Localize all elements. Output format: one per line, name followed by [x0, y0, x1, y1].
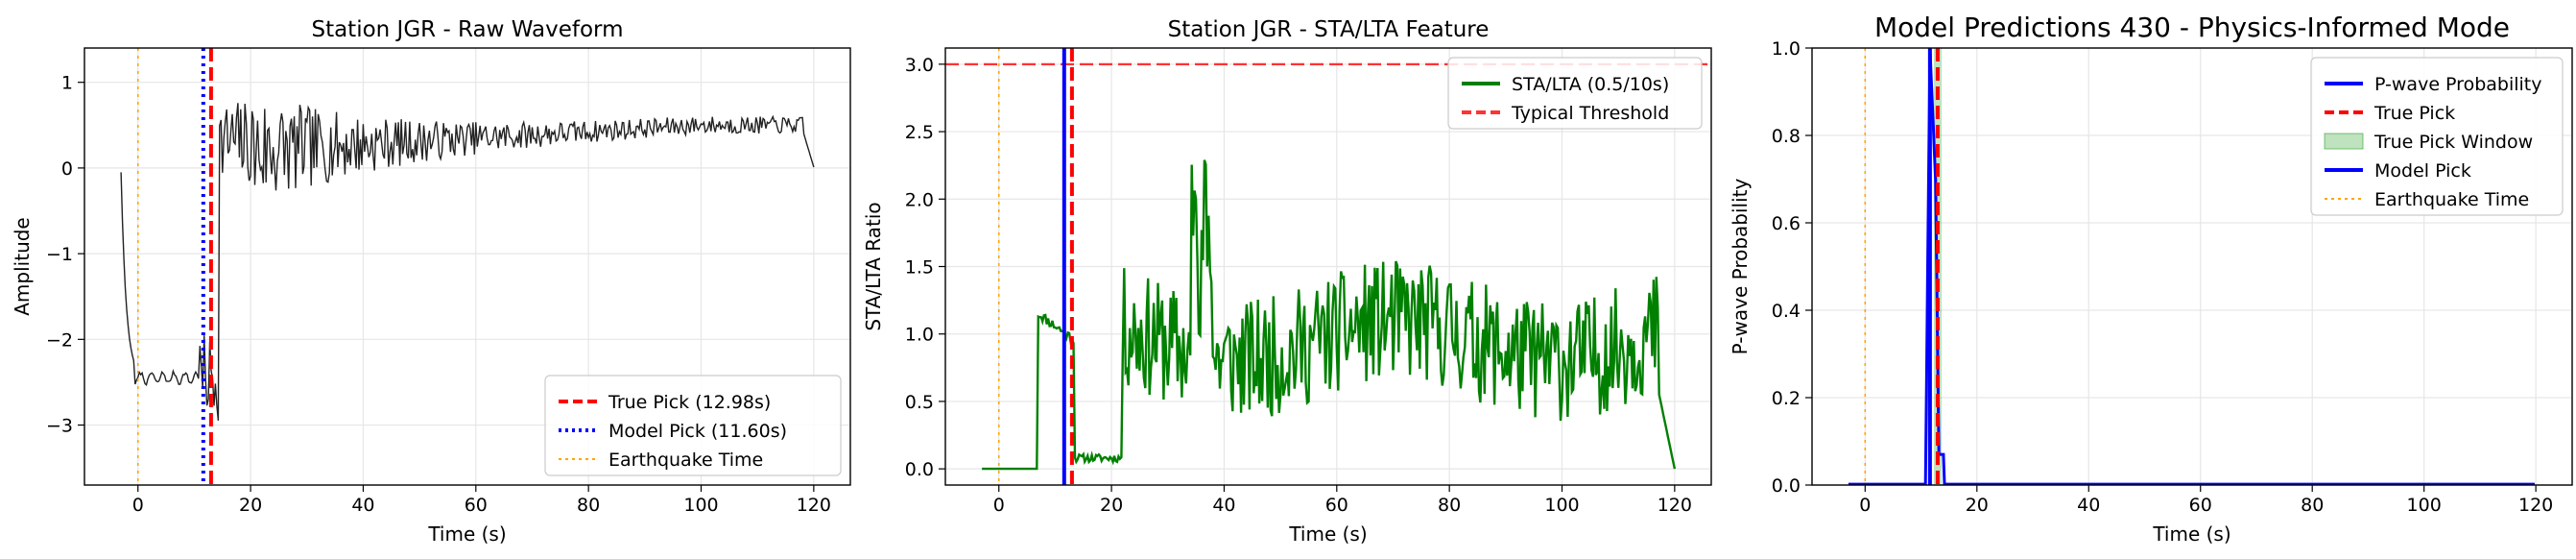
legend-box	[2310, 57, 2564, 216]
y-tick-label: 1	[61, 73, 73, 94]
legend: P-wave Probability True Pick True Pick Win…	[2310, 57, 2564, 216]
legend-label: P-wave Probability	[2374, 74, 2542, 95]
y-axis-label: STA/LTA Ratio	[862, 202, 885, 330]
legend-label: Earthquake Time	[608, 450, 763, 471]
y-tick-label: −2	[46, 329, 73, 351]
y-axis-label: P-wave Probability	[1729, 179, 1752, 355]
legend-box	[1447, 57, 1703, 130]
x-tick-label: 60	[1325, 495, 1348, 516]
chart-panel-1: 0 20 40 60 80 100 120 −3 −2 −1 0 1 Station JGR - Raw…	[11, 17, 851, 546]
y-tick-label: 1.0	[905, 325, 934, 346]
x-tick-label: 120	[2518, 495, 2553, 516]
chart-panel-2: 0 20 40 60 80 100 120 0.0 0.5 1.0 1.5 2.0 2.5 3.0 Stat…	[862, 17, 1712, 546]
y-tick-label: 1.0	[1772, 38, 1801, 60]
x-tick-label: 120	[1658, 495, 1692, 516]
chart-title: Station JGR - Raw Waveform	[311, 17, 623, 42]
legend-label: Model Pick	[2374, 160, 2471, 182]
y-tick-label: 0.4	[1772, 301, 1801, 322]
x-tick-label: 40	[2077, 495, 2100, 516]
plot-data	[120, 48, 815, 485]
x-axis-label: Time (s)	[1288, 523, 1367, 546]
y-tick-label: 0.8	[1772, 126, 1801, 147]
x-tick-label: 80	[577, 495, 600, 516]
x-tick-label: 20	[239, 495, 262, 516]
y-tick-label: −1	[46, 244, 73, 265]
y-tick-label: −3	[46, 416, 73, 437]
x-tick-label: 80	[1438, 495, 1461, 516]
series-line-stalta	[982, 159, 1677, 471]
plot-data	[1848, 48, 2535, 485]
legend-label: True Pick (12.98s)	[608, 392, 771, 413]
x-tick-label: 0	[1859, 495, 1871, 516]
x-axis-label: Time (s)	[427, 523, 506, 546]
y-tick-label: 0.0	[905, 459, 934, 480]
x-tick-label: 20	[1100, 495, 1123, 516]
legend: True Pick (12.98s) Model Pick (11.60s) Ear…	[544, 375, 842, 476]
legend-label: Model Pick (11.60s)	[608, 421, 787, 442]
legend-swatch	[2324, 133, 2364, 150]
x-tick-label: 100	[683, 495, 718, 516]
x-tick-label: 20	[1966, 495, 1989, 516]
legend-box	[544, 375, 842, 476]
y-tick-label: 0.5	[905, 392, 934, 413]
x-tick-label: 100	[2407, 495, 2442, 516]
y-axis-label: Amplitude	[11, 217, 34, 316]
y-tick-label: 0.0	[1772, 475, 1801, 497]
axes-frame	[1811, 47, 2573, 486]
x-axis-label: Time (s)	[2152, 523, 2230, 546]
x-tick-label: 60	[2189, 495, 2212, 516]
legend: STA/LTA (0.5/10s) Typical Threshold	[1447, 57, 1703, 130]
y-tick-label: 2.0	[905, 189, 934, 210]
y-tick-label: 0	[61, 158, 73, 180]
x-tick-label: 0	[132, 495, 144, 516]
legend-label: True Pick Window	[2373, 132, 2533, 153]
axes-frame	[83, 47, 851, 486]
legend-label: Typical Threshold	[1511, 103, 1669, 124]
y-tick-label: 0.2	[1772, 388, 1801, 409]
chart-title: Station JGR - STA/LTA Feature	[1168, 17, 1490, 42]
x-tick-label: 40	[351, 495, 374, 516]
legend-label: True Pick	[2373, 103, 2455, 124]
y-tick-label: 3.0	[905, 55, 934, 76]
x-tick-label: 120	[797, 495, 831, 516]
x-tick-label: 60	[465, 495, 488, 516]
y-tick-label: 2.5	[905, 122, 934, 143]
legend-label: Earthquake Time	[2374, 189, 2529, 210]
series-line-waveform	[120, 103, 815, 421]
y-tick-label: 1.5	[905, 257, 934, 279]
legend-label: STA/LTA (0.5/10s)	[1512, 74, 1669, 95]
x-tick-label: 80	[2301, 495, 2324, 516]
axes-frame	[944, 47, 1712, 486]
x-tick-label: 40	[1212, 495, 1235, 516]
chart-title: Model Predictions 430 - Physics-Informed…	[1874, 12, 2510, 43]
series-line-prob	[1848, 48, 2535, 485]
y-tick-label: 0.6	[1772, 213, 1801, 234]
x-tick-label: 0	[993, 495, 1005, 516]
x-tick-label: 100	[1544, 495, 1579, 516]
chart-panel-3: 0 20 40 60 80 100 120 0.0 0.2 0.4 0.6 0.8 1.0 Model P…	[1729, 12, 2573, 546]
